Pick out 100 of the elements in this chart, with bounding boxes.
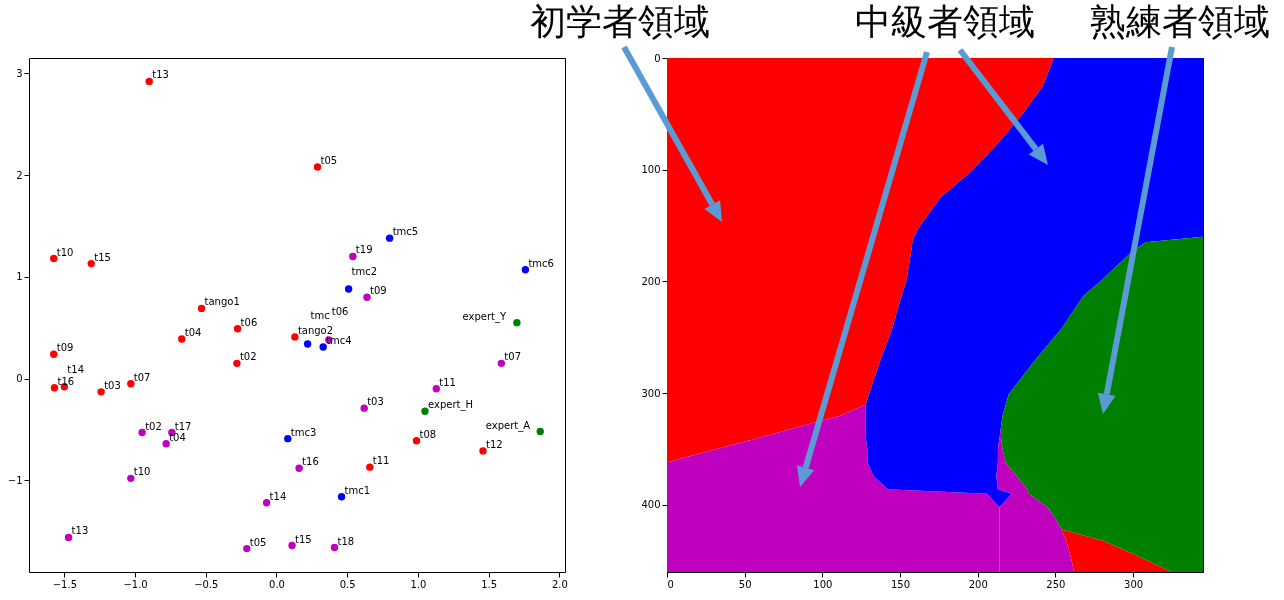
annotation: tmc (310, 310, 330, 322)
y-tick-label: 300 (641, 387, 661, 399)
point (349, 252, 357, 261)
point (360, 404, 368, 412)
annotation: t15 (94, 251, 111, 263)
annotation: t13 (152, 69, 169, 81)
annotation: t11 (439, 376, 456, 388)
point (243, 544, 251, 553)
y-tick-label: 1 (16, 271, 23, 283)
point (138, 428, 146, 437)
x-tick-label: 250 (1046, 578, 1066, 590)
annotation: t15 (295, 533, 312, 545)
annotation: expert_A (485, 419, 531, 432)
annotation: t07 (504, 351, 522, 363)
point (197, 304, 206, 313)
point (233, 359, 241, 368)
annotation: t10 (56, 246, 74, 258)
point (513, 318, 521, 327)
annotation: t02 (239, 351, 257, 363)
annotation: t14 (269, 490, 287, 502)
point (284, 434, 292, 443)
y-tick-label: 2 (16, 169, 23, 181)
y-tick-label: 0 (16, 373, 23, 385)
annotation: t13 (71, 525, 89, 537)
x-tick-label: 2.0 (551, 578, 568, 590)
point (127, 474, 135, 483)
x-tick-label: 100 (813, 578, 833, 590)
annotation: t06 (240, 316, 258, 328)
annotation: expert_Y (462, 310, 507, 323)
point (288, 541, 296, 550)
point (50, 350, 58, 358)
point (233, 325, 242, 333)
point (521, 266, 530, 274)
annotation: t18 (337, 535, 355, 547)
annotation: t08 (419, 428, 437, 440)
annotation: t09 (370, 285, 387, 297)
annotation: t09 (56, 342, 74, 354)
point (97, 388, 105, 396)
point (64, 533, 73, 542)
annotation: tmc2 (351, 266, 378, 278)
point (303, 340, 312, 348)
annotation: tmc5 (392, 226, 419, 238)
point (337, 492, 346, 501)
point (262, 499, 271, 507)
text: 初学者領域 (530, 0, 710, 44)
point (432, 385, 441, 393)
y-tick-label: 100 (641, 164, 661, 176)
y-tick-label: 3 (16, 67, 23, 79)
x-tick-label: 1.5 (481, 578, 498, 590)
y-tick-label: −1 (7, 474, 23, 486)
point (313, 163, 322, 171)
point (330, 543, 339, 552)
y-tick-label: 400 (641, 499, 661, 511)
annotation: t03 (367, 396, 384, 408)
point (479, 447, 487, 455)
point (363, 293, 371, 301)
annotation: t02 (145, 420, 162, 432)
point (127, 380, 135, 388)
point (319, 343, 327, 351)
x-tick-label: 150 (891, 578, 911, 590)
point (385, 234, 394, 242)
x-tick-label: 0.5 (339, 578, 356, 590)
annotation: t16 (57, 375, 75, 387)
point (50, 254, 58, 263)
annotation: t17 (174, 420, 192, 432)
point (145, 77, 153, 86)
x-tick-label: 300 (1124, 578, 1144, 590)
point (178, 335, 186, 343)
x-tick-label: −0.5 (194, 578, 219, 590)
point (344, 285, 353, 293)
x-tick-label: 50 (738, 578, 752, 590)
point (497, 359, 506, 368)
y-tick-label: 0 (654, 52, 661, 64)
annotation: t05 (249, 536, 267, 548)
text: 熟練者領域 (1090, 0, 1270, 44)
point (87, 259, 95, 268)
annotation: tango1 (204, 296, 240, 308)
annotation: t11 (372, 455, 390, 467)
x-tick-label: −1.5 (52, 578, 77, 590)
text: 中級者領域 (855, 0, 1035, 44)
point (50, 384, 59, 392)
annotation: t05 (320, 154, 338, 166)
annotation: tango2 (297, 324, 334, 336)
annotation: t19 (355, 244, 373, 256)
x-tick-label: −1.0 (123, 578, 148, 590)
x-tick-label: 0 (667, 578, 674, 590)
annotation: t07 (133, 371, 151, 383)
point (162, 440, 170, 448)
annotation: t10 (133, 466, 151, 478)
annotation: t04 (184, 326, 202, 338)
point (536, 427, 544, 436)
x-tick-label: 0.0 (269, 578, 285, 590)
annotation: t04 (169, 431, 186, 443)
annotation: t03 (104, 379, 121, 391)
annotation: tmc6 (528, 257, 554, 269)
annotation: t14 (67, 363, 85, 375)
y-tick-label: 200 (641, 275, 661, 287)
annotation: t12 (485, 438, 503, 450)
point (291, 333, 299, 341)
annotation: t16 (302, 456, 319, 468)
